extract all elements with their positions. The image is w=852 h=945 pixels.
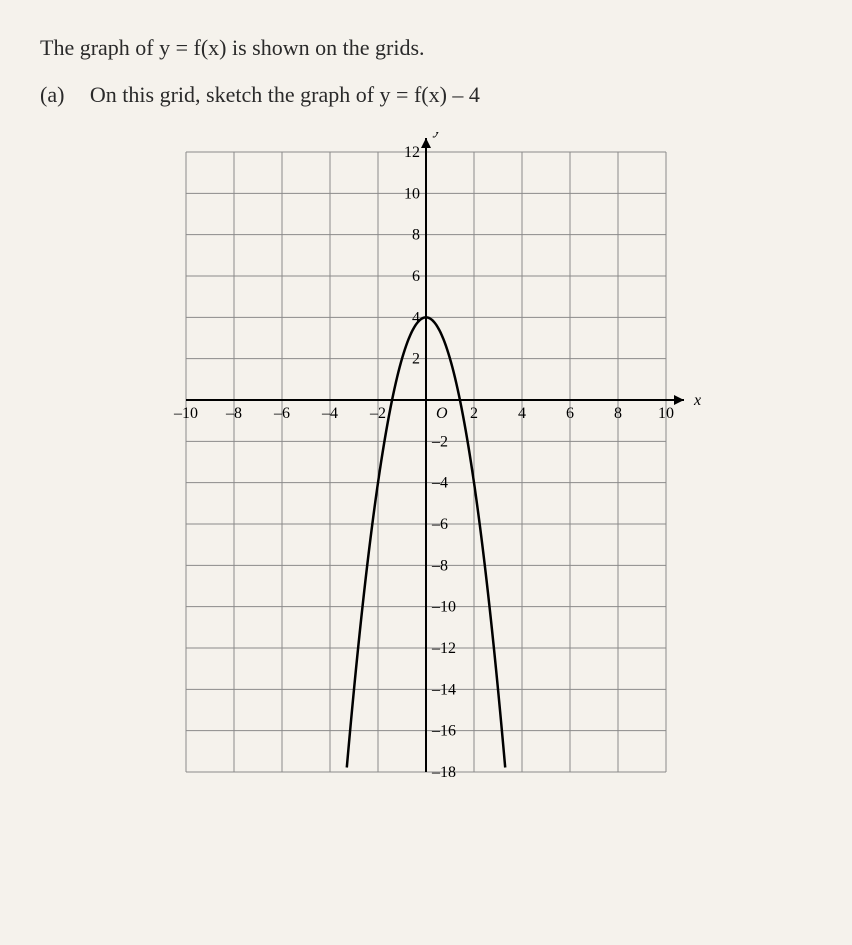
y-tick-label: 12 <box>404 144 420 161</box>
chart-container: –10 –8 –6 –4 –2 2 4 6 8 10 O –18 –16 –14 –12 –10 –8 –6 –4 –… <box>40 132 812 792</box>
x-tick-label: –8 <box>225 405 242 422</box>
question-intro: The graph of y = f(x) is shown on the gr… <box>40 30 812 65</box>
y-tick-label: –14 <box>431 682 456 699</box>
origin-label: O <box>436 405 448 422</box>
part-text: On this grid, sketch the graph of y = f(… <box>90 82 480 107</box>
y-tick-label: –10 <box>431 599 456 616</box>
y-tick-label: 2 <box>412 351 420 368</box>
x-axis-label: x <box>693 392 701 409</box>
x-tick-label: 2 <box>470 405 478 422</box>
y-tick-label: –18 <box>431 764 456 781</box>
question-part: (a) On this grid, sketch the graph of y … <box>40 77 812 112</box>
x-tick-label: –6 <box>273 405 290 422</box>
coordinate-grid: –10 –8 –6 –4 –2 2 4 6 8 10 O –18 –16 –14 –12 –10 –8 –6 –4 –… <box>146 132 706 792</box>
x-tick-label: 10 <box>658 405 674 422</box>
y-tick-label: –16 <box>431 723 456 740</box>
x-tick-label: –4 <box>321 405 338 422</box>
y-axis-label: y <box>432 132 442 138</box>
y-tick-label: 6 <box>412 268 420 285</box>
y-tick-label: –6 <box>431 516 448 533</box>
y-tick-label: 8 <box>412 227 420 244</box>
y-axis-arrow <box>421 138 431 148</box>
x-axis-arrow <box>674 395 684 405</box>
part-label: (a) <box>40 77 64 112</box>
y-tick-label: –12 <box>431 640 456 657</box>
y-tick-label: –4 <box>431 475 448 492</box>
x-tick-label: 6 <box>566 405 574 422</box>
y-tick-label: 10 <box>404 186 420 203</box>
x-tick-label: –10 <box>173 405 198 422</box>
y-tick-label: –8 <box>431 558 448 575</box>
x-tick-label: 4 <box>518 405 526 422</box>
x-tick-label: 8 <box>614 405 622 422</box>
x-tick-label: –2 <box>369 405 386 422</box>
y-tick-label: –2 <box>431 434 448 451</box>
